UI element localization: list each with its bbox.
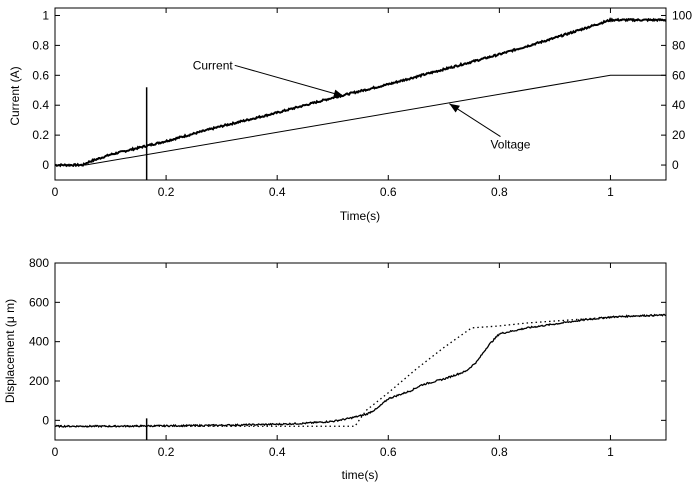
bottom-x-tick-label: 0 <box>52 445 59 459</box>
top-y-tick-label: 0.8 <box>32 38 49 52</box>
top-x-ticks: 0 0.2 0.4 0.6 0.8 1 <box>52 8 614 199</box>
voltage-line <box>55 74 666 166</box>
top-x-tick-label: 0 <box>52 185 59 199</box>
bottom-panel: 0 0.2 0.4 0.6 0.8 1 0 200 400 600 800 time(s) Dis… <box>3 256 667 482</box>
top-x-tick-label: 0.8 <box>491 185 508 199</box>
bottom-y-tick-label: 400 <box>29 335 49 349</box>
bottom-y-tick-label: 0 <box>42 413 49 427</box>
bottom-y-axis-label: Displacement (μ m) <box>3 299 17 403</box>
bottom-y-tick-label: 200 <box>29 374 49 388</box>
top-y-tick-label: 0.6 <box>32 68 49 82</box>
bottom-x-tick-label: 0.4 <box>269 445 286 459</box>
bottom-x-ticks: 0 0.2 0.4 0.6 0.8 1 <box>52 263 614 459</box>
bottom-series <box>54 313 667 440</box>
series-2-line <box>55 314 667 427</box>
series-1-line <box>54 313 667 429</box>
top-x-tick-label: 0.2 <box>158 185 175 199</box>
bottom-x-tick-label: 1 <box>607 445 614 459</box>
top-x-tick-label: 1 <box>607 185 614 199</box>
top-plot-frame <box>54 7 667 181</box>
top-y2-tick-label: 100 <box>672 8 692 22</box>
bottom-plot-frame <box>54 262 667 441</box>
top-y-tick-label: 1 <box>42 8 49 22</box>
top-y-axis-label: Current (A) <box>8 66 22 125</box>
top-x-tick-label: 0.4 <box>269 185 286 199</box>
top-y-tick-label: 0.4 <box>32 98 49 112</box>
top-series <box>54 17 667 180</box>
bottom-y-tick-label: 600 <box>29 295 49 309</box>
annotation-current-arrowhead <box>333 89 344 98</box>
annotation-voltage-arrow <box>449 103 501 138</box>
top-y2-ticks: 0 20 40 60 80 100 <box>661 8 692 172</box>
current-line <box>54 17 667 168</box>
bottom-x-axis-label: time(s) <box>342 468 379 482</box>
bottom-y-ticks: 0 200 400 600 800 <box>29 256 666 427</box>
top-y2-tick-label: 0 <box>672 158 679 172</box>
top-y-ticks: 0 0.2 0.4 0.6 0.8 1 <box>32 8 60 172</box>
top-annotations: Current Voltage <box>193 58 531 151</box>
bottom-x-tick-label: 0.8 <box>491 445 508 459</box>
annotation-current-label: Current <box>193 58 234 72</box>
top-y2-tick-label: 40 <box>672 98 686 112</box>
bottom-y-tick-label: 800 <box>29 256 49 270</box>
top-x-tick-label: 0.6 <box>380 185 397 199</box>
top-panel: 0 0.2 0.4 0.6 0.8 1 0 0.2 0.4 0.6 0.8 1 0 20 40 60 80 1… <box>8 7 692 223</box>
top-y-tick-label: 0 <box>42 158 49 172</box>
top-y-tick-label: 0.2 <box>32 128 49 142</box>
top-y2-tick-label: 80 <box>672 38 686 52</box>
annotation-voltage-arrowhead <box>449 103 460 113</box>
annotation-voltage-label: Voltage <box>490 138 530 152</box>
top-x-axis-label: Time(s) <box>340 209 380 223</box>
bottom-x-tick-label: 0.2 <box>158 445 175 459</box>
annotation-current-arrow <box>234 64 344 97</box>
bottom-x-tick-label: 0.6 <box>380 445 397 459</box>
top-y2-tick-label: 60 <box>672 68 686 82</box>
top-y2-tick-label: 20 <box>672 128 686 142</box>
